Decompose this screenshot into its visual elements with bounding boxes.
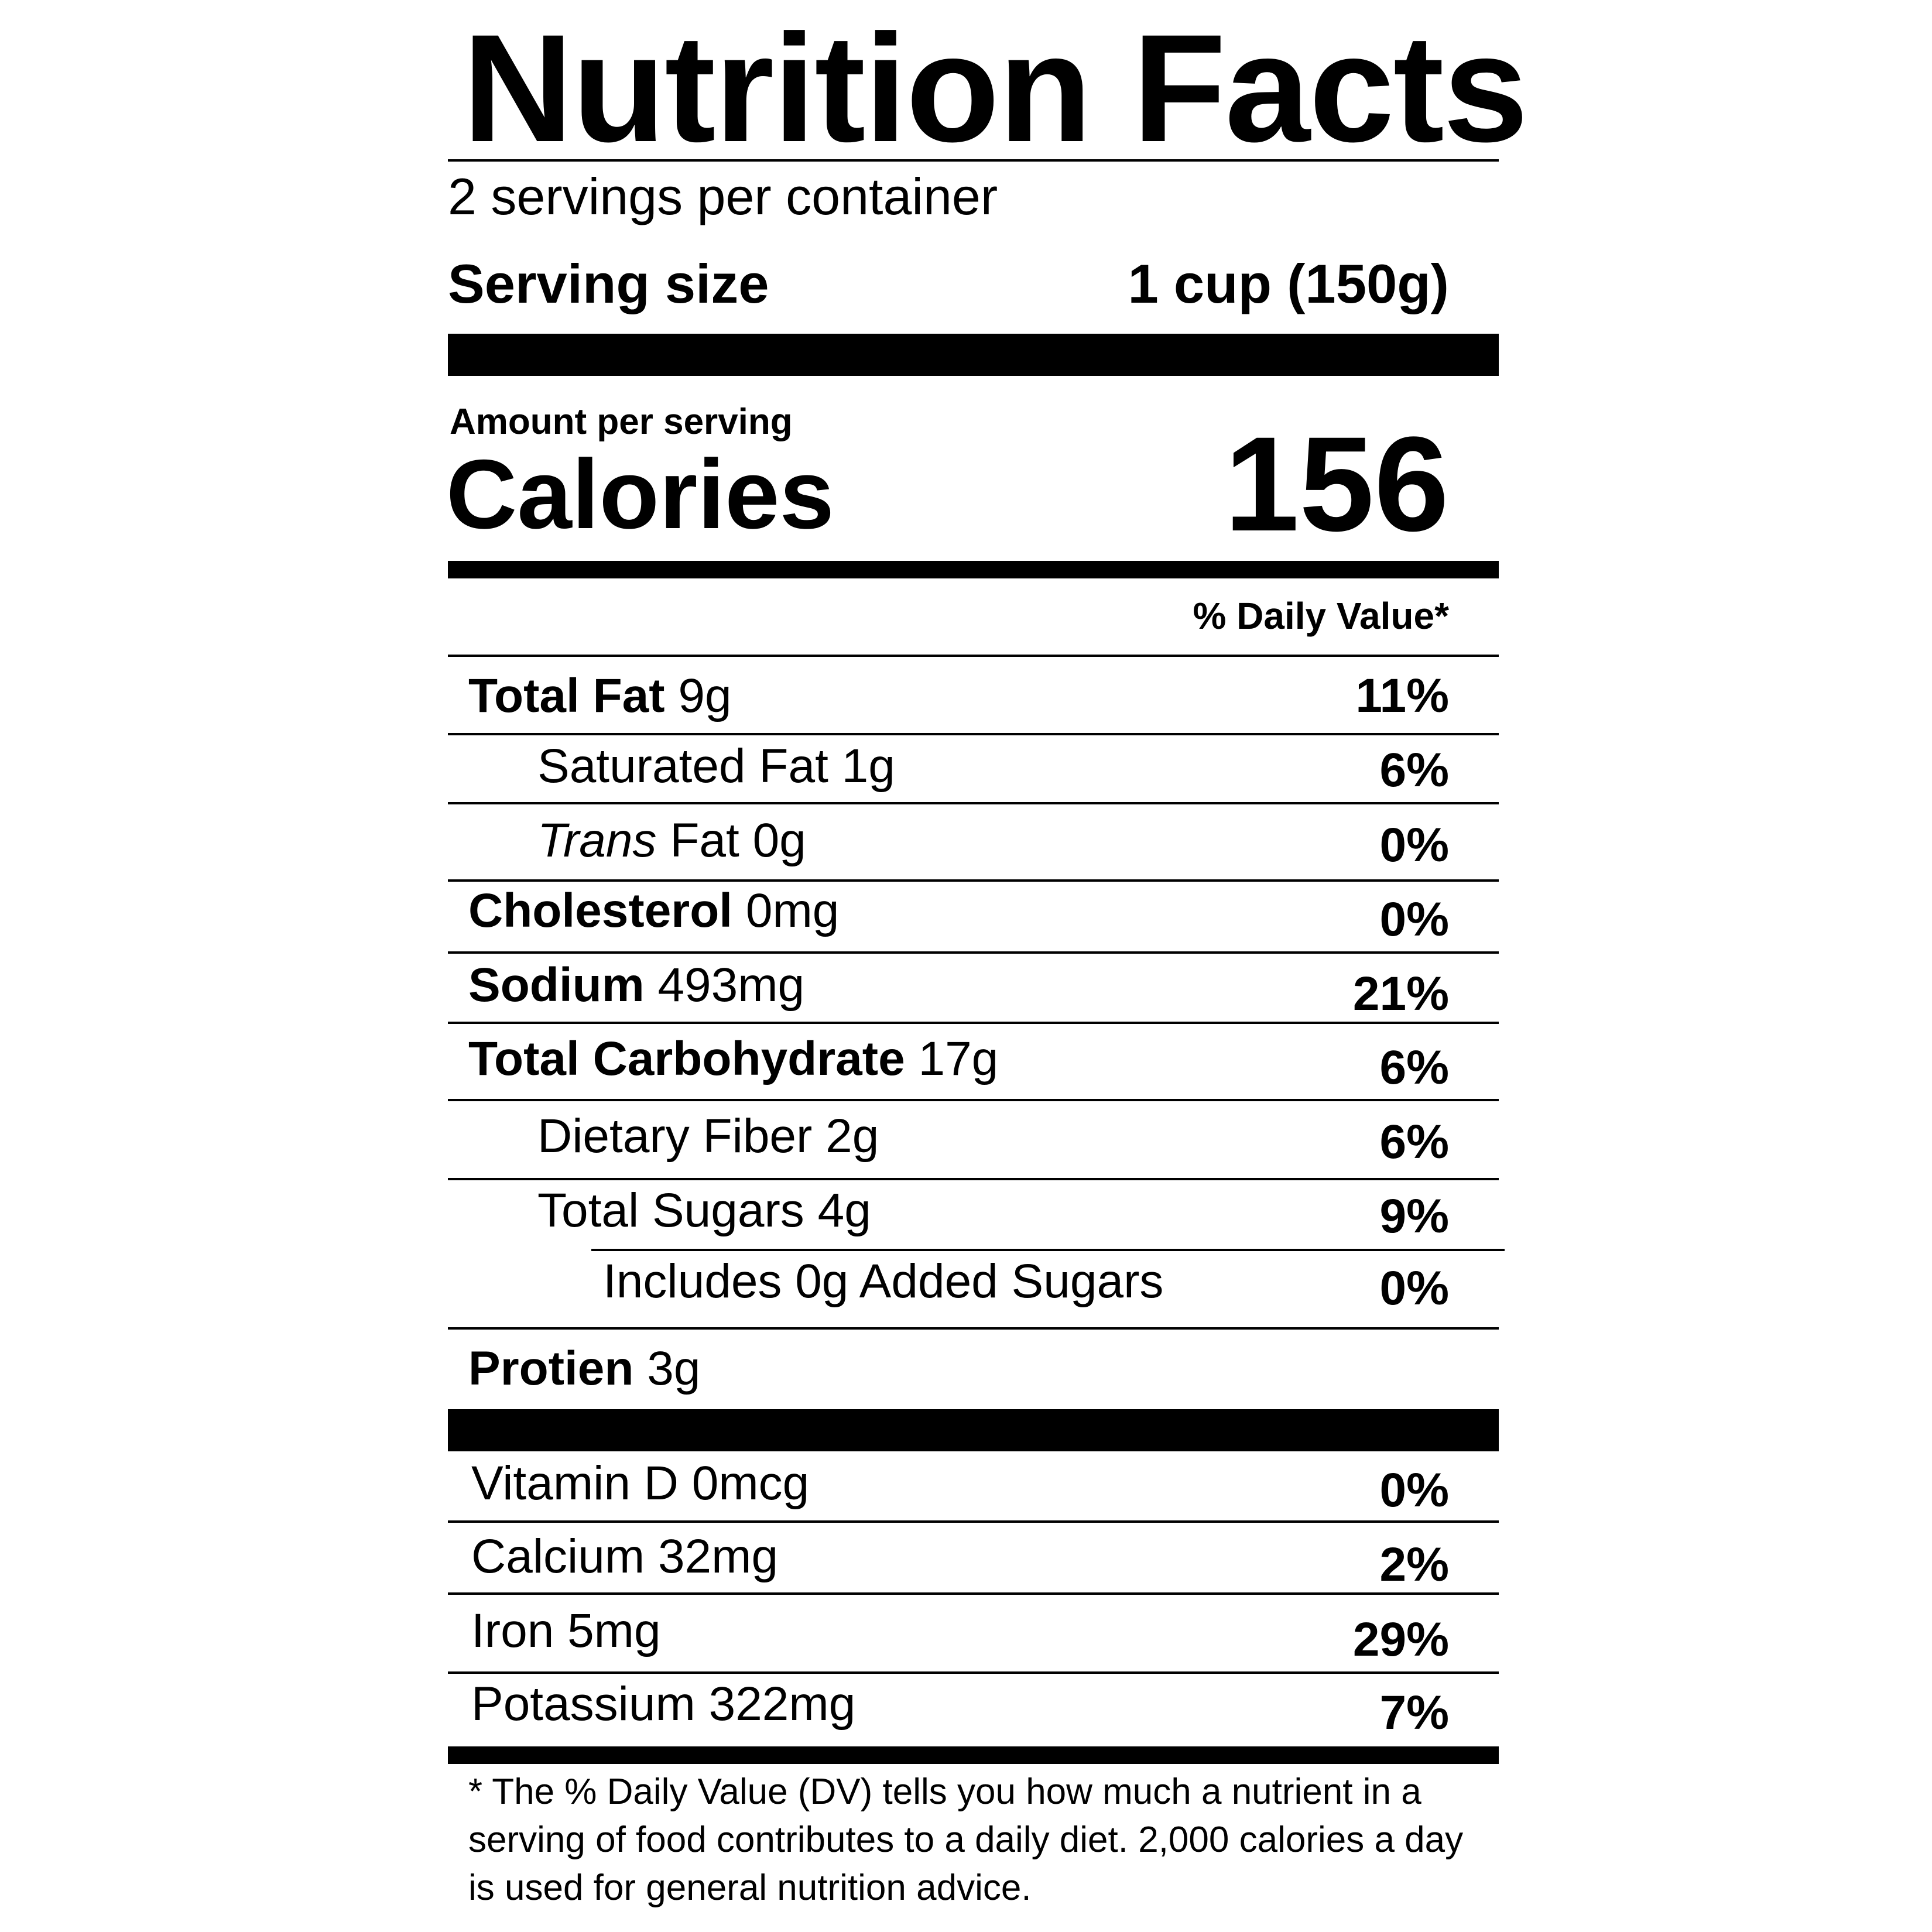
divider-thick: [448, 1409, 1499, 1451]
divider-medium: [448, 561, 1499, 578]
divider-thin: [448, 802, 1499, 804]
divider-thin: [448, 879, 1499, 882]
total-sugars-percent: 9%: [1379, 1190, 1449, 1243]
nutrient-cholesterol: Cholesterol 0mg: [468, 884, 840, 937]
calories-label: Calories: [446, 439, 834, 549]
nutrient-total-sugars: Total Sugars 4g: [537, 1184, 871, 1237]
nutrient-added-sugars: Includes 0g Added Sugars: [603, 1255, 1164, 1308]
amount-per-serving: Amount per serving: [450, 402, 793, 442]
nutrient-total-fat: Total Fat 9g: [468, 669, 732, 722]
divider-thick: [448, 334, 1499, 376]
divider-medium: [448, 1746, 1499, 1764]
trans-fat-percent: 0%: [1379, 818, 1449, 872]
divider-thin: [448, 1671, 1499, 1674]
serving-size-value: 1 cup (150g): [1128, 253, 1450, 314]
servings-per-container: 2 servings per container: [448, 167, 998, 225]
divider-thin: [448, 1520, 1499, 1523]
cholesterol-percent: 0%: [1379, 893, 1449, 946]
daily-value-header: % Daily Value*: [1193, 595, 1449, 637]
divider-thin: [448, 1327, 1499, 1330]
calories-value: 156: [1224, 409, 1449, 559]
divider-thin: [448, 1022, 1499, 1024]
divider-thin: [591, 1249, 1505, 1251]
added-sugars-percent: 0%: [1379, 1262, 1449, 1315]
total-carbohydrate-percent: 6%: [1379, 1041, 1449, 1094]
divider-thin: [448, 1592, 1499, 1595]
dietary-fiber-percent: 6%: [1379, 1115, 1449, 1169]
nutrient-protein: Protien 3g: [468, 1342, 701, 1395]
mineral-calcium: Calcium 32mg: [471, 1530, 779, 1583]
total-fat-percent: 11%: [1355, 669, 1449, 722]
divider-thin: [448, 1099, 1499, 1101]
mineral-potassium: Potassium 322mg: [471, 1677, 856, 1731]
sodium-percent: 21%: [1352, 967, 1449, 1020]
serving-size-label: Serving size: [448, 253, 769, 314]
calcium-percent: 2%: [1379, 1538, 1449, 1591]
divider-thin: [448, 159, 1499, 162]
iron-percent: 29%: [1352, 1613, 1449, 1666]
nutrient-saturated-fat: Saturated Fat 1g: [537, 739, 895, 793]
divider-thin: [448, 1178, 1499, 1180]
mineral-iron: Iron 5mg: [471, 1604, 661, 1657]
nutrient-sodium: Sodium 493mg: [468, 958, 805, 1012]
nutrient-total-carbohydrate: Total Carbohydrate 17g: [468, 1032, 999, 1085]
potassium-percent: 7%: [1379, 1686, 1449, 1739]
vitamin-d: Vitamin D 0mcg: [471, 1457, 810, 1510]
nutrient-trans-fat: Trans Fat 0g: [537, 814, 806, 867]
vitamin-d-percent: 0%: [1379, 1464, 1449, 1517]
divider-thin: [448, 655, 1499, 657]
saturated-fat-percent: 6%: [1379, 744, 1449, 797]
divider-thin: [448, 951, 1499, 954]
label-title: Nutrition Facts: [463, 2, 1529, 174]
daily-value-footnote: * The % Daily Value (DV) tells you how m…: [468, 1772, 1464, 1908]
divider-thin: [448, 733, 1499, 735]
nutrient-dietary-fiber: Dietary Fiber 2g: [537, 1109, 879, 1163]
